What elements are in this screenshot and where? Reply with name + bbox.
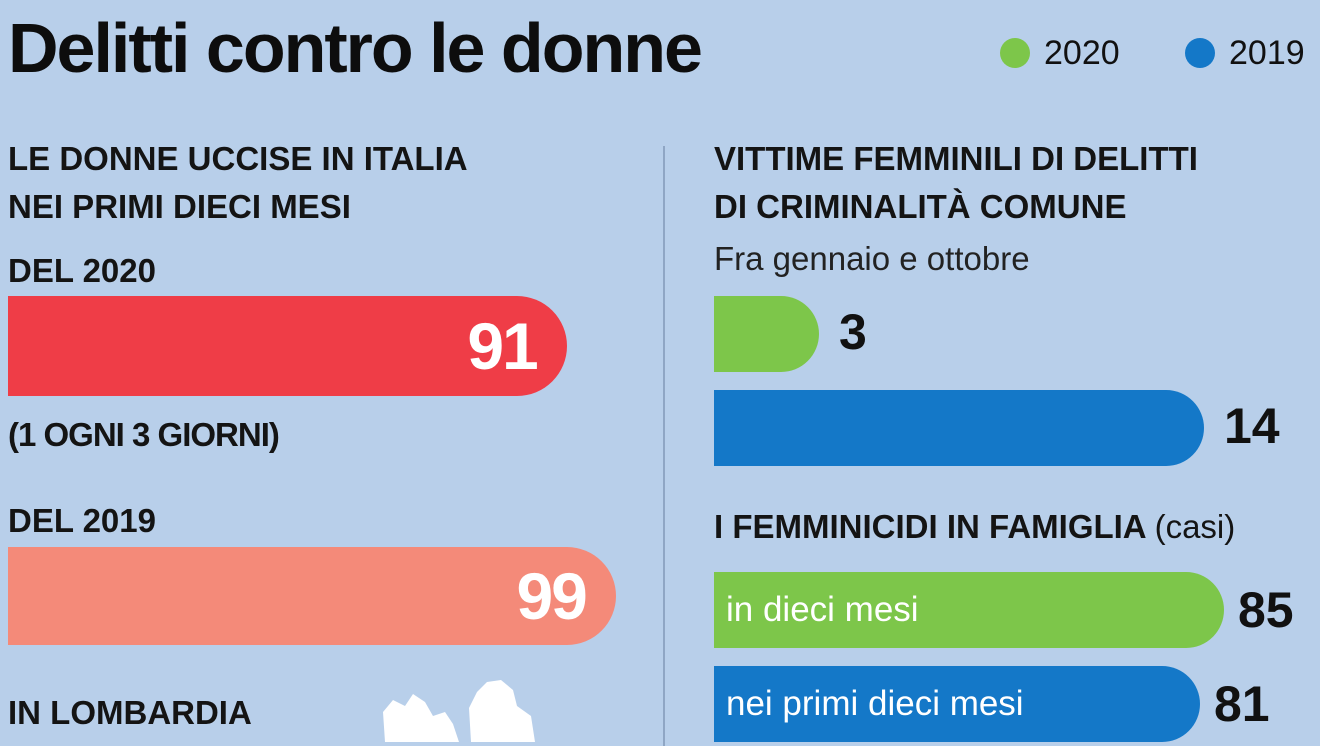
right-heading-line2: DI CRIMINALITÀ COMUNE <box>714 188 1127 225</box>
bar-value-2020-uccise: 91 <box>467 309 538 383</box>
famiglia-heading: I FEMMINICIDI IN FAMIGLIA (casi) <box>714 502 1235 552</box>
legend-item-2019: 2019 <box>1185 34 1305 73</box>
label-in-lombardia: IN LOMBARDIA <box>8 694 252 731</box>
label-del-2020: DEL 2020 <box>8 252 156 289</box>
bar-famiglia-dieci-mesi: in dieci mesi <box>714 572 1224 648</box>
legend-item-2020: 2020 <box>1000 34 1120 73</box>
bar-value-famiglia-primi-dieci-mesi: 81 <box>1214 676 1270 732</box>
lombardia-map-icon <box>383 680 535 742</box>
note-1-ogni-3-giorni: (1 OGNI 3 GIORNI) <box>8 416 280 453</box>
bar-2020-uccise: 91 <box>8 296 567 396</box>
bar-label-famiglia-dieci-mesi: in dieci mesi <box>726 590 919 629</box>
bar-value-famiglia-dieci-mesi: 85 <box>1238 582 1294 638</box>
left-heading-line2: NEI PRIMI DIECI MESI <box>8 188 351 225</box>
left-heading-line1: LE DONNE UCCISE IN ITALIA <box>8 140 468 177</box>
bar-2019-criminalita <box>714 390 1204 466</box>
bar-famiglia-primi-dieci-mesi: nei primi dieci mesi <box>714 666 1200 742</box>
bar-value-2019-uccise: 99 <box>516 559 587 633</box>
right-subheading: Fra gennaio e ottobre <box>714 240 1030 277</box>
legend-label-2020: 2020 <box>1044 34 1120 72</box>
bar-value-2020-criminalita: 3 <box>839 304 867 360</box>
bar-value-2019-criminalita: 14 <box>1224 398 1280 454</box>
famiglia-heading-text: I FEMMINICIDI IN FAMIGLIA <box>714 508 1146 545</box>
bar-2019-uccise: 99 <box>8 547 616 645</box>
right-heading-line1: VITTIME FEMMINILI DI DELITTI <box>714 140 1198 177</box>
famiglia-unit: (casi) <box>1154 508 1236 545</box>
legend-label-2019: 2019 <box>1229 34 1305 72</box>
page-title: Delitti contro le donne <box>8 9 703 87</box>
bar-label-famiglia-primi-dieci-mesi: nei primi dieci mesi <box>726 684 1024 723</box>
legend-dot-2020 <box>1000 38 1030 68</box>
panel-divider <box>663 146 665 746</box>
label-del-2019: DEL 2019 <box>8 502 156 539</box>
bar-2020-criminalita <box>714 296 819 372</box>
legend-dot-2019 <box>1185 38 1215 68</box>
